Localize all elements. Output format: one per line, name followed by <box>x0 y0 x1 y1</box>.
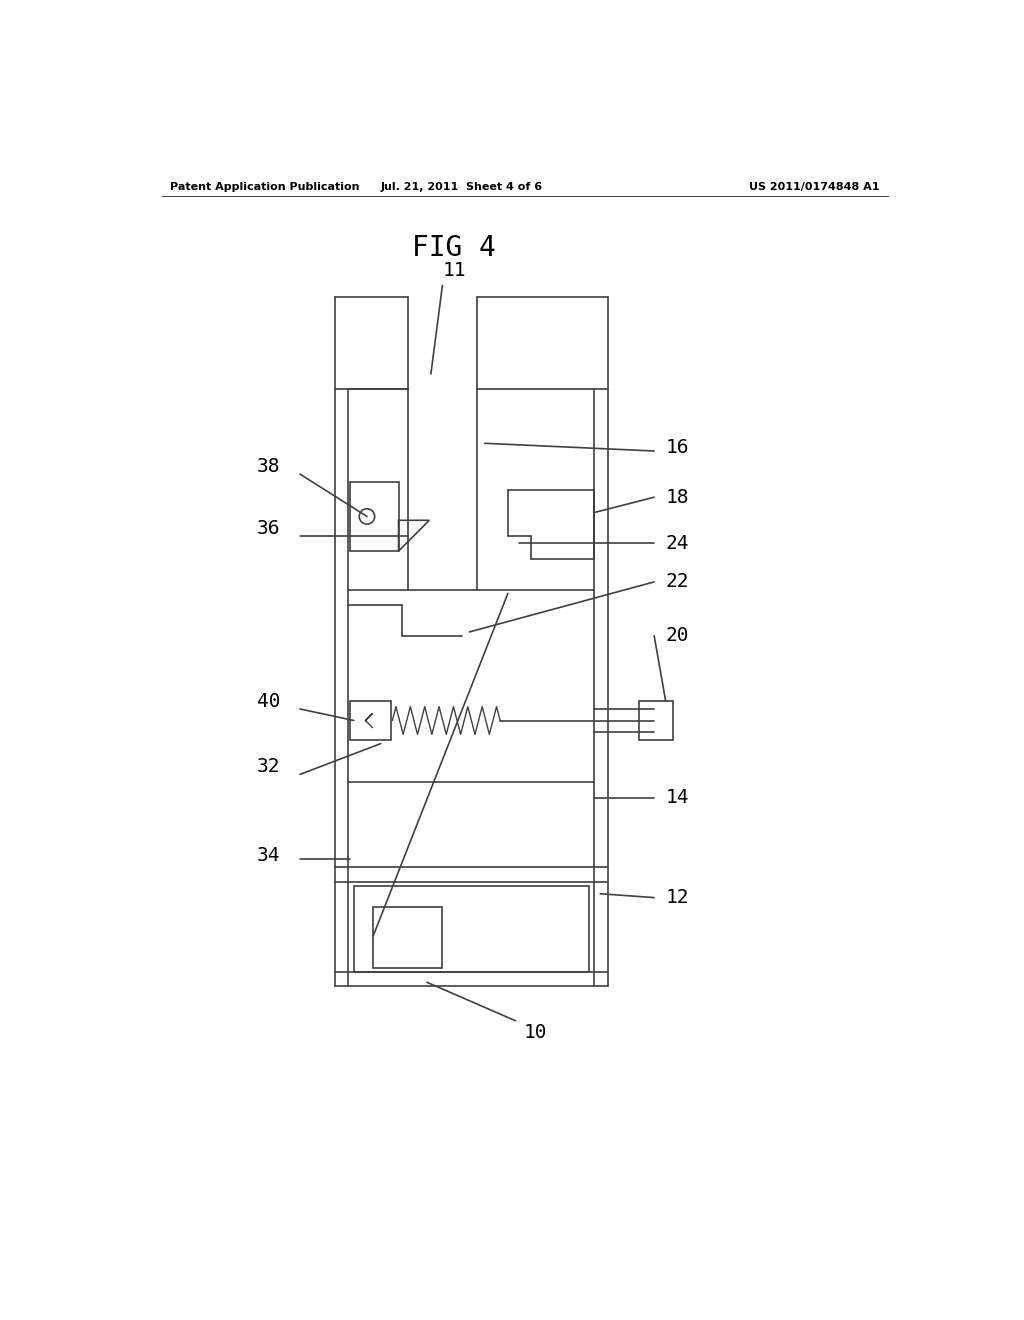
Bar <box>373 907 442 969</box>
Text: Patent Application Publication: Patent Application Publication <box>170 182 359 191</box>
Bar <box>350 701 391 739</box>
Text: 18: 18 <box>666 487 689 507</box>
Text: 34: 34 <box>257 846 281 865</box>
Text: 11: 11 <box>442 260 466 280</box>
Text: 16: 16 <box>666 438 689 457</box>
Text: 20: 20 <box>666 626 689 645</box>
Text: 38: 38 <box>257 457 281 477</box>
Text: US 2011/0174848 A1: US 2011/0174848 A1 <box>750 182 880 191</box>
Text: 24: 24 <box>666 533 689 553</box>
Text: 10: 10 <box>523 1023 547 1041</box>
Text: FIG 4: FIG 4 <box>412 234 496 261</box>
Text: 32: 32 <box>257 758 281 776</box>
Text: 36: 36 <box>257 519 281 537</box>
Text: 40: 40 <box>257 692 281 710</box>
Text: 12: 12 <box>666 888 689 907</box>
Text: 22: 22 <box>666 573 689 591</box>
Bar <box>350 482 398 552</box>
Text: 14: 14 <box>666 788 689 807</box>
Bar <box>354 886 589 973</box>
Text: Jul. 21, 2011  Sheet 4 of 6: Jul. 21, 2011 Sheet 4 of 6 <box>381 182 543 191</box>
